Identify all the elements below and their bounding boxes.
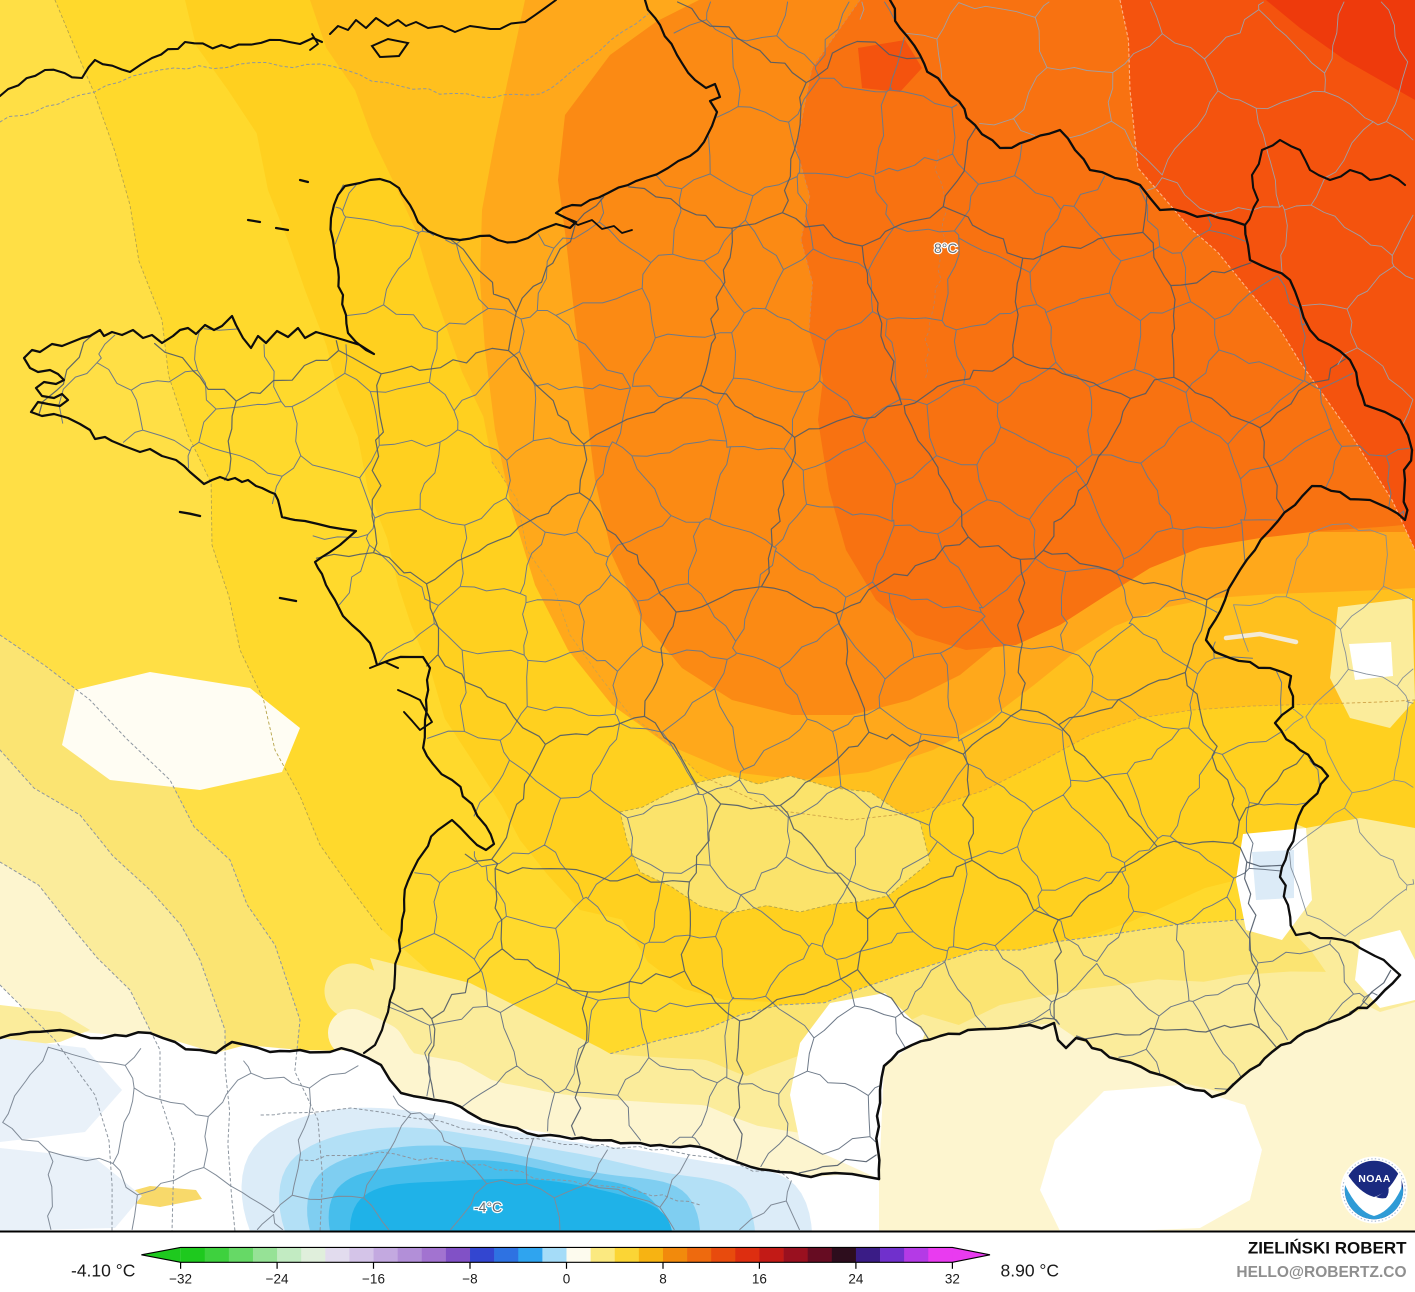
svg-text:16: 16	[752, 1272, 767, 1287]
svg-text:8.90 °C: 8.90 °C	[1001, 1261, 1060, 1281]
svg-text:24: 24	[848, 1272, 864, 1287]
svg-text:8°C: 8°C	[934, 240, 958, 256]
svg-text:NOAA: NOAA	[1358, 1173, 1391, 1185]
svg-text:-4.10 °C: -4.10 °C	[71, 1261, 135, 1281]
svg-text:−24: −24	[266, 1272, 289, 1287]
svg-text:HELLO@ROBERTZ.CO: HELLO@ROBERTZ.CO	[1236, 1264, 1406, 1281]
svg-text:-4°C: -4°C	[474, 1199, 502, 1215]
svg-text:−32: −32	[169, 1272, 192, 1287]
svg-text:0: 0	[563, 1272, 571, 1287]
svg-text:−8: −8	[462, 1272, 477, 1287]
svg-text:32: 32	[945, 1272, 960, 1287]
svg-text:8: 8	[659, 1272, 667, 1287]
svg-text:ZIELIŃSKI ROBERT: ZIELIŃSKI ROBERT	[1248, 1239, 1407, 1258]
svg-text:−16: −16	[362, 1272, 385, 1287]
